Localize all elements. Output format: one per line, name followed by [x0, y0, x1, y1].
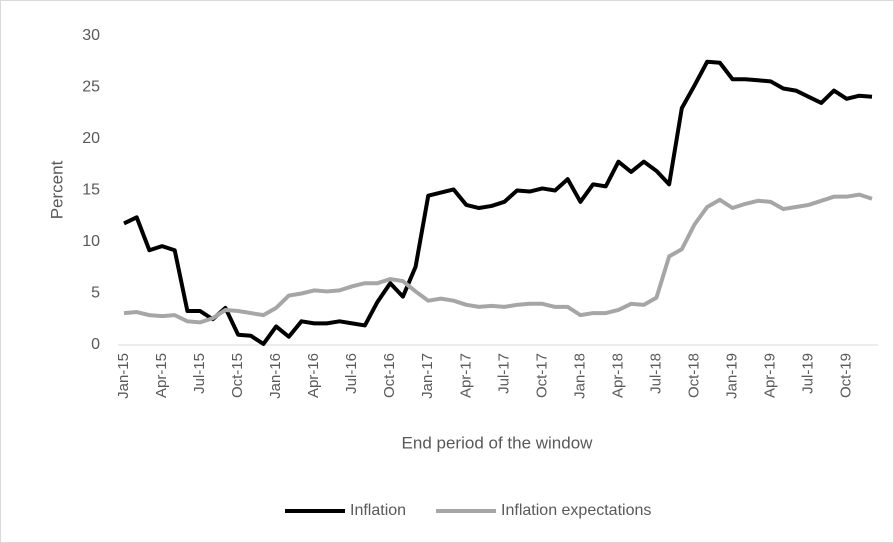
x-tick-label: Apr-17	[457, 353, 474, 398]
line-series	[123, 192, 873, 325]
x-tick-label: Jul-18	[647, 353, 664, 394]
x-tick-label: Apr-16	[305, 353, 322, 398]
x-tick-label: Apr-18	[609, 353, 626, 398]
x-tick-label: Apr-19	[762, 353, 779, 398]
x-tick-label: Oct-19	[838, 353, 855, 398]
x-tick-label: Jan-16	[267, 353, 284, 399]
x-tick-label: Jan-18	[571, 353, 588, 399]
x-tick-label: Jul-17	[495, 353, 512, 394]
y-tick-label: 20	[82, 130, 100, 147]
y-tick-label: 5	[91, 285, 100, 302]
y-tick-label: 15	[82, 182, 100, 199]
x-tick-label: Apr-15	[153, 353, 170, 398]
x-tick-label: Oct-17	[533, 353, 550, 398]
x-tick-label: Oct-18	[685, 353, 702, 398]
x-axis-label: End period of the window	[402, 433, 594, 452]
x-tick-label: Jul-15	[191, 353, 208, 394]
y-tick-label: 30	[82, 27, 100, 44]
y-tick-label: 25	[82, 79, 100, 96]
x-tick-label: Jan-15	[115, 353, 132, 399]
x-tick-label: Oct-16	[381, 353, 398, 398]
x-tick-label: Oct-15	[229, 353, 246, 398]
y-axis-label: Percent	[47, 160, 66, 219]
y-tick-label: 10	[82, 233, 100, 250]
line-series	[123, 59, 873, 346]
legend-label: Inflation expectations	[501, 502, 651, 519]
x-tick-label: Jul-19	[800, 353, 817, 394]
legend-label: Inflation	[350, 502, 406, 519]
y-tick-label: 0	[91, 336, 100, 353]
x-tick-label: Jan-19	[724, 353, 741, 399]
x-tick-label: Jan-17	[419, 353, 436, 399]
x-tick-label: Jul-16	[343, 353, 360, 394]
